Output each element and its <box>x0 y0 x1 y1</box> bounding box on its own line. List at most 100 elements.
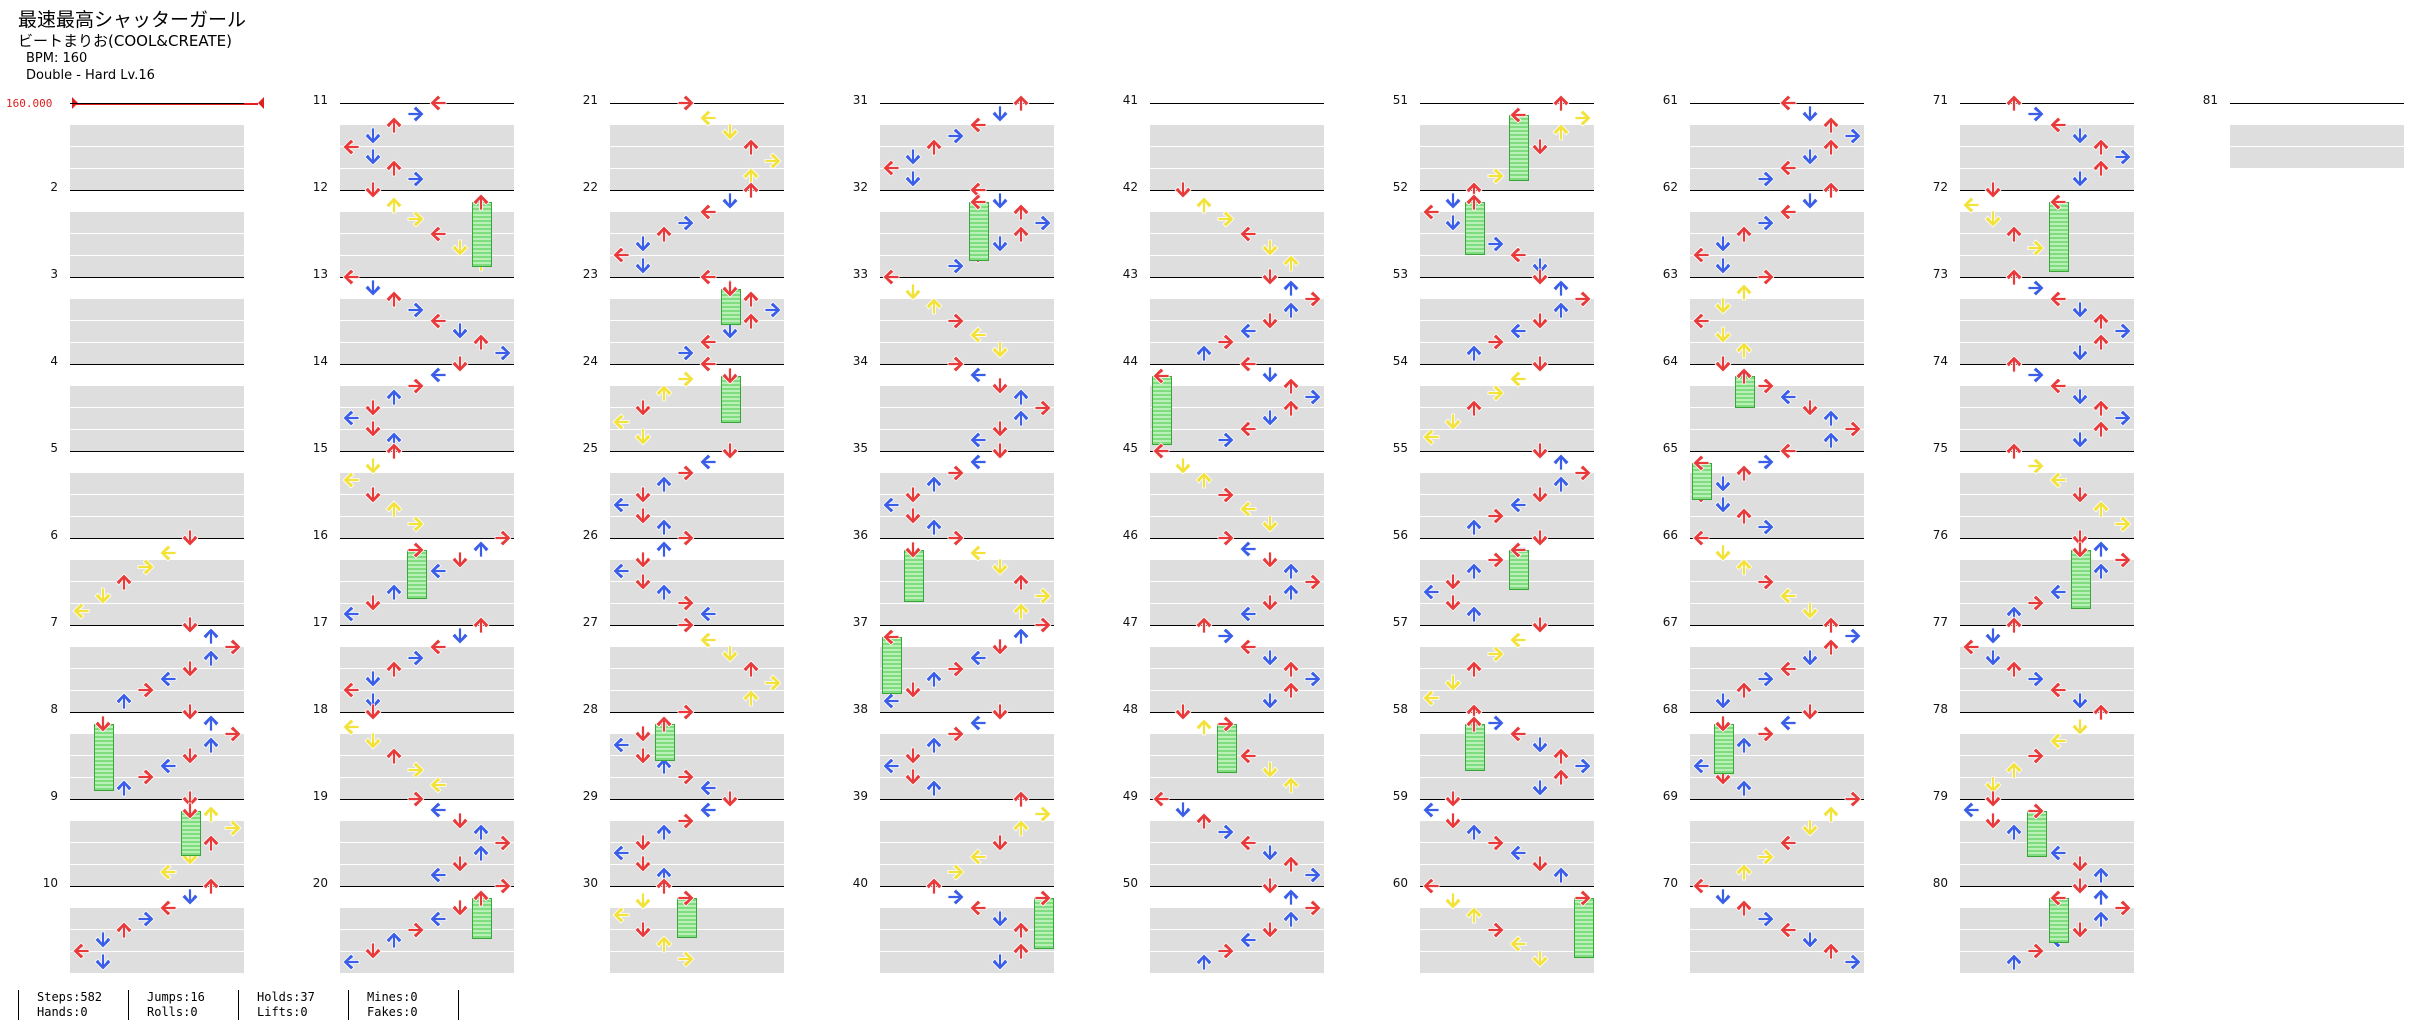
beat-band <box>1960 669 2134 690</box>
step-arrow <box>1530 778 1550 798</box>
step-arrow <box>406 376 426 396</box>
step-arrow <box>341 717 361 737</box>
measure-number: 79 <box>1932 789 1948 803</box>
beat-band <box>70 256 244 277</box>
beat-band <box>340 669 514 690</box>
beat-band <box>1420 691 1594 712</box>
step-arrow <box>1173 702 1193 722</box>
hold-head-arrow <box>676 888 696 908</box>
step-arrow <box>1756 267 1776 287</box>
step-arrow <box>2026 365 2046 385</box>
step-arrow <box>1551 278 1571 298</box>
beat-band <box>1420 169 1594 190</box>
step-arrow <box>1800 648 1820 668</box>
beat-band <box>1150 821 1324 842</box>
beat-band <box>1150 604 1324 625</box>
step-arrow <box>1281 278 1301 298</box>
step-arrow <box>180 659 200 679</box>
step-arrow <box>1756 376 1776 396</box>
beat-band <box>1960 930 2134 951</box>
measure-number: 68 <box>1662 702 1678 716</box>
step-arrow <box>903 147 923 167</box>
step-arrow <box>450 811 470 831</box>
step-arrow <box>1508 495 1528 515</box>
measure-number: 76 <box>1932 528 1948 542</box>
step-arrow <box>180 746 200 766</box>
step-arrow <box>450 238 470 258</box>
beat-band <box>610 691 784 712</box>
measure-2: 2 <box>0 180 260 277</box>
measure-69: 69 <box>1620 789 1880 886</box>
measure-number: 12 <box>312 180 328 194</box>
stat-holds: Holds:37 <box>257 990 315 1004</box>
measure-35: 35 <box>810 441 1070 538</box>
measure-line <box>1420 277 1594 278</box>
step-arrow <box>1573 756 1593 776</box>
step-arrow <box>71 601 91 621</box>
beat-band <box>340 843 514 864</box>
beat-band <box>1420 778 1594 799</box>
beat-band <box>1150 147 1324 168</box>
step-arrow <box>676 615 696 635</box>
hold-head-arrow <box>903 540 923 560</box>
beat-band <box>70 125 244 146</box>
step-arrow <box>1691 876 1711 896</box>
measure-25: 25 <box>540 441 800 538</box>
measure-number: 43 <box>1122 267 1138 281</box>
bpm-marker-line <box>72 103 258 105</box>
step-arrow <box>633 572 653 592</box>
measure-number: 62 <box>1662 180 1678 194</box>
step-arrow <box>363 485 383 505</box>
step-arrow <box>1194 811 1214 831</box>
step-arrow <box>1573 463 1593 483</box>
step-arrow <box>1821 180 1841 200</box>
beat-band <box>1150 691 1324 712</box>
step-arrow <box>1033 804 1053 824</box>
step-arrow <box>1713 325 1733 345</box>
step-arrow <box>1260 267 1280 287</box>
step-arrow <box>763 300 783 320</box>
measure-number: 81 <box>2202 93 2218 107</box>
measure-line <box>610 190 784 191</box>
step-arrow <box>1443 811 1463 831</box>
step-arrow <box>2048 843 2068 863</box>
beat-band <box>340 647 514 668</box>
step-arrow <box>698 108 718 128</box>
step-arrow <box>1216 485 1236 505</box>
step-arrow <box>1530 485 1550 505</box>
beat-band <box>1420 669 1594 690</box>
beat-band <box>610 778 784 799</box>
beat-band <box>70 582 244 603</box>
step-arrow <box>1778 920 1798 940</box>
measure-number: 37 <box>852 615 868 629</box>
measure-line <box>1420 625 1594 626</box>
beat-band <box>70 321 244 342</box>
measure-line <box>70 190 244 191</box>
beat-band <box>880 343 1054 364</box>
step-arrow <box>676 343 696 363</box>
step-arrow <box>428 224 448 244</box>
step-arrow <box>1238 224 1258 244</box>
measure-line <box>340 886 514 887</box>
beat-band <box>1420 930 1594 951</box>
step-arrow <box>1843 952 1863 972</box>
step-arrow <box>2070 300 2090 320</box>
step-arrow <box>2004 267 2024 287</box>
beat-band <box>340 212 514 233</box>
step-arrow <box>1443 891 1463 911</box>
step-arrow <box>1486 166 1506 186</box>
step-arrow <box>1778 713 1798 733</box>
measure-28: 28 <box>540 702 800 799</box>
stat-steps-hands: Steps:582 Hands:0 <box>18 990 137 1020</box>
hold-head-arrow <box>1573 888 1593 908</box>
measure-number: 28 <box>582 702 598 716</box>
beat-band <box>1420 647 1594 668</box>
step-arrow <box>201 833 221 853</box>
step-arrow <box>2026 278 2046 298</box>
step-arrow <box>2070 528 2090 548</box>
step-arrow <box>1486 234 1506 254</box>
beat-band <box>70 647 244 668</box>
beat-band <box>70 908 244 929</box>
beat-band <box>880 473 1054 494</box>
step-arrow <box>676 949 696 969</box>
